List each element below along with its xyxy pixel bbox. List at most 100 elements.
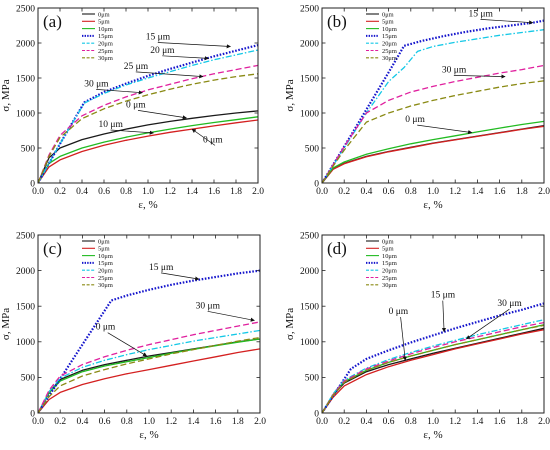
annotation-label: 20 μm [150,46,175,56]
x-axis-label: ε, % [423,199,442,211]
series-group [38,44,258,183]
x-tick-label: 0.4 [360,187,372,197]
x-tick-label: 0.0 [316,417,328,427]
y-tick-label: 1500 [300,303,319,313]
annotation-arrow [157,42,231,49]
series-group [322,302,544,413]
series-line-30μm [38,73,258,183]
x-tick-label: 0.2 [54,417,66,427]
annotation-arrow [465,308,510,340]
y-tick-label: 1500 [300,74,319,84]
y-tick-label: 2000 [300,267,319,277]
annotation-arrow [400,316,407,361]
chart-panel-c: 0.0 0.2 0.4 0.6 0.8 1.0 1.2 1.4 1.6 1.8 2.0 0 500 100… [0,231,266,441]
legend-entry: 0μm [98,238,110,245]
series-line-30μm [38,336,260,413]
series-group [38,269,260,413]
x-axis-label: ε, % [138,199,157,211]
series-line-15μm [322,19,544,183]
x-tick-label: 1.2 [165,417,177,427]
series-line-20μm [38,329,260,413]
series-line-25μm [322,64,544,183]
x-tick-label: 0.6 [383,417,395,427]
y-axis-label: σ, MPa [284,79,296,111]
x-tick-label: 2.0 [254,417,266,427]
panel-label: (c) [43,239,62,258]
legend-entry: 15μm [98,260,113,267]
y-tick-label: 2500 [16,4,35,14]
y-tick-label: 500 [21,374,36,384]
x-tick-label: 1.4 [471,417,483,427]
series-group [322,19,544,183]
series-line-30μm [322,80,544,183]
x-tick-label: 1.8 [516,187,528,197]
y-tick-label: 1500 [16,303,35,313]
annotation-arrow [191,128,216,146]
x-axis-label: ε, % [139,429,158,441]
legend-entry: 15μm [98,33,113,40]
annotation-arrow [207,310,255,322]
panel-label: (b) [327,12,347,31]
y-tick-label: 0 [314,179,319,189]
y-axis-label: σ, MPa [0,79,12,111]
y-tick-label: 2500 [16,231,35,241]
x-tick-label: 0.6 [99,417,111,427]
series-line-5μm [38,119,258,183]
x-tick-label: 1.8 [516,417,528,427]
annotation-arrow [135,71,204,79]
x-tick-label: 1.0 [427,187,439,197]
legend-entry: 5μm [98,19,110,26]
series-line-10μm [38,116,258,183]
annotation-label: 0 μm [126,100,146,110]
annotation-label: 25 μm [124,62,149,72]
y-axis-label: σ, MPa [0,308,12,340]
annotation-label: 30 μm [84,79,109,89]
x-tick-label: 1.8 [232,417,244,427]
annotation-arrow [137,110,187,120]
x-tick-label: 1.2 [449,417,461,427]
legend-entry: 0μm [382,11,394,18]
x-tick-label: 1.4 [186,187,198,197]
x-tick-label: 1.6 [494,187,506,197]
legend-entry: 20μm [98,41,113,48]
x-tick-label: 0.2 [338,187,350,197]
y-tick-label: 2500 [300,231,319,241]
x-tick-label: 1.6 [208,187,220,197]
legend-entry: 0μm [98,11,110,18]
annotation-label: 15 μm [469,9,494,19]
plot-frame [37,234,261,414]
series-line-10μm [322,120,544,183]
x-axis-label: ε, % [423,429,442,441]
series-line-10μm [322,324,544,413]
y-tick-label: 2500 [300,4,319,14]
y-tick-label: 1000 [300,109,319,119]
annotation-label: 15 μm [431,291,456,301]
x-tick-label: 0.8 [121,417,133,427]
series-line-0μm [322,327,544,413]
annotation-label: 15 μm [146,33,171,43]
y-tick-label: 1500 [16,74,35,84]
annotation-label: 15 μm [149,263,174,273]
legend-entry: 25μm [382,275,397,282]
x-tick-label: 2.0 [538,417,550,427]
annotation-label: 30 μm [196,301,221,311]
series-line-5μm [38,348,260,413]
legend-entry: 5μm [382,19,394,26]
legend-entry: 10μm [98,253,113,260]
panel-label: (d) [327,239,347,258]
legend-entry: 25μm [98,275,113,282]
legend-entry: 0μm [382,238,394,245]
x-tick-label: 0.8 [120,187,132,197]
panel-label: (a) [43,12,62,31]
annotation-arrow [417,124,473,135]
x-tick-label: 1.0 [142,187,154,197]
legend-entry: 30μm [98,282,113,289]
x-tick-label: 2.0 [538,187,550,197]
legend-entry: 25μm [382,48,397,55]
legend-entry: 20μm [382,268,397,275]
